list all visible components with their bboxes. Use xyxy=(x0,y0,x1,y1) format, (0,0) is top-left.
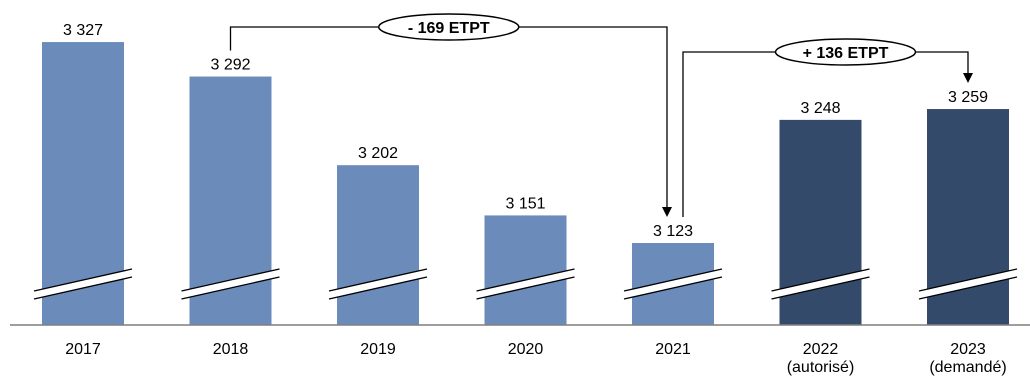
x-tick-sublabel-2023: (demandé) xyxy=(929,359,1006,376)
bar-2019 xyxy=(337,165,419,325)
axis-break-line-lower-2020 xyxy=(476,276,575,300)
axis-break-gap-2023 xyxy=(919,269,1017,299)
annotation-connector-1 xyxy=(229,26,668,209)
x-tick-label-2019: 2019 xyxy=(360,341,396,358)
data-label-2021: 3 123 xyxy=(653,223,693,240)
axis-break-line-upper-2019 xyxy=(328,268,428,292)
annotation-label-1: - 169 ETPT xyxy=(408,20,490,37)
axis-break-gap-2017 xyxy=(34,269,132,299)
axis-break-line-lower-2022 xyxy=(771,276,870,300)
axis-break-gap-2022 xyxy=(771,269,870,299)
data-label-2017: 3 327 xyxy=(63,22,103,39)
axis-break-line-upper-2018 xyxy=(181,268,280,292)
axis-break-line-upper-2020 xyxy=(476,268,575,292)
axis-break-gap-2018 xyxy=(181,269,280,299)
axis-break-line-lower-2023 xyxy=(918,276,1018,300)
annotation-bubble-1 xyxy=(378,13,520,41)
axis-break-line-upper-2017 xyxy=(33,268,133,292)
bar-2020 xyxy=(484,215,567,325)
x-tick-sublabel-2022: (autorisé) xyxy=(787,359,855,376)
data-label-2019: 3 202 xyxy=(358,145,398,162)
axis-break-line-upper-2022 xyxy=(771,268,870,292)
annotation-arrowhead-1 xyxy=(662,207,672,217)
axis-break-gap-2020 xyxy=(476,269,575,299)
axis-breaks-group xyxy=(33,268,1018,300)
x-tick-label-2022: 2022 xyxy=(803,341,839,358)
axis-break-line-lower-2018 xyxy=(181,276,280,300)
axis-break-line-upper-2021 xyxy=(623,268,723,292)
data-label-2022: 3 248 xyxy=(800,100,840,117)
annotation-label-2: + 136 ETPT xyxy=(803,45,889,62)
axis-break-line-lower-2019 xyxy=(328,276,428,300)
x-tick-label-2017: 2017 xyxy=(65,341,101,358)
annotation-arrowhead-2 xyxy=(963,73,973,84)
data-labels-group: 3 327 3 292 3 202 3 151 3 123 3 248 3 259 xyxy=(63,22,988,240)
axis-break-line-lower-2017 xyxy=(33,276,133,300)
data-label-2023: 3 259 xyxy=(948,89,988,106)
x-tick-labels-group: 2017 2018 2019 2020 2021 2022(autorisé) 2023(d… xyxy=(65,341,1006,376)
axis-break-line-upper-2023 xyxy=(918,268,1018,292)
axis-break-line-lower-2021 xyxy=(623,276,723,300)
annotations-group: - 169 ETPT + 136 ETPT xyxy=(229,13,973,217)
annotation-bubble-2 xyxy=(774,38,917,66)
x-tick-label-2018: 2018 xyxy=(213,341,249,358)
x-tick-label-2023: 2023 xyxy=(950,341,986,358)
axis-break-gap-2021 xyxy=(624,269,722,299)
data-label-2020: 3 151 xyxy=(505,195,545,212)
data-label-2018: 3 292 xyxy=(210,57,250,74)
x-tick-label-2021: 2021 xyxy=(655,341,691,358)
x-tick-label-2020: 2020 xyxy=(508,341,544,358)
axis-break-gap-2019 xyxy=(329,269,427,299)
